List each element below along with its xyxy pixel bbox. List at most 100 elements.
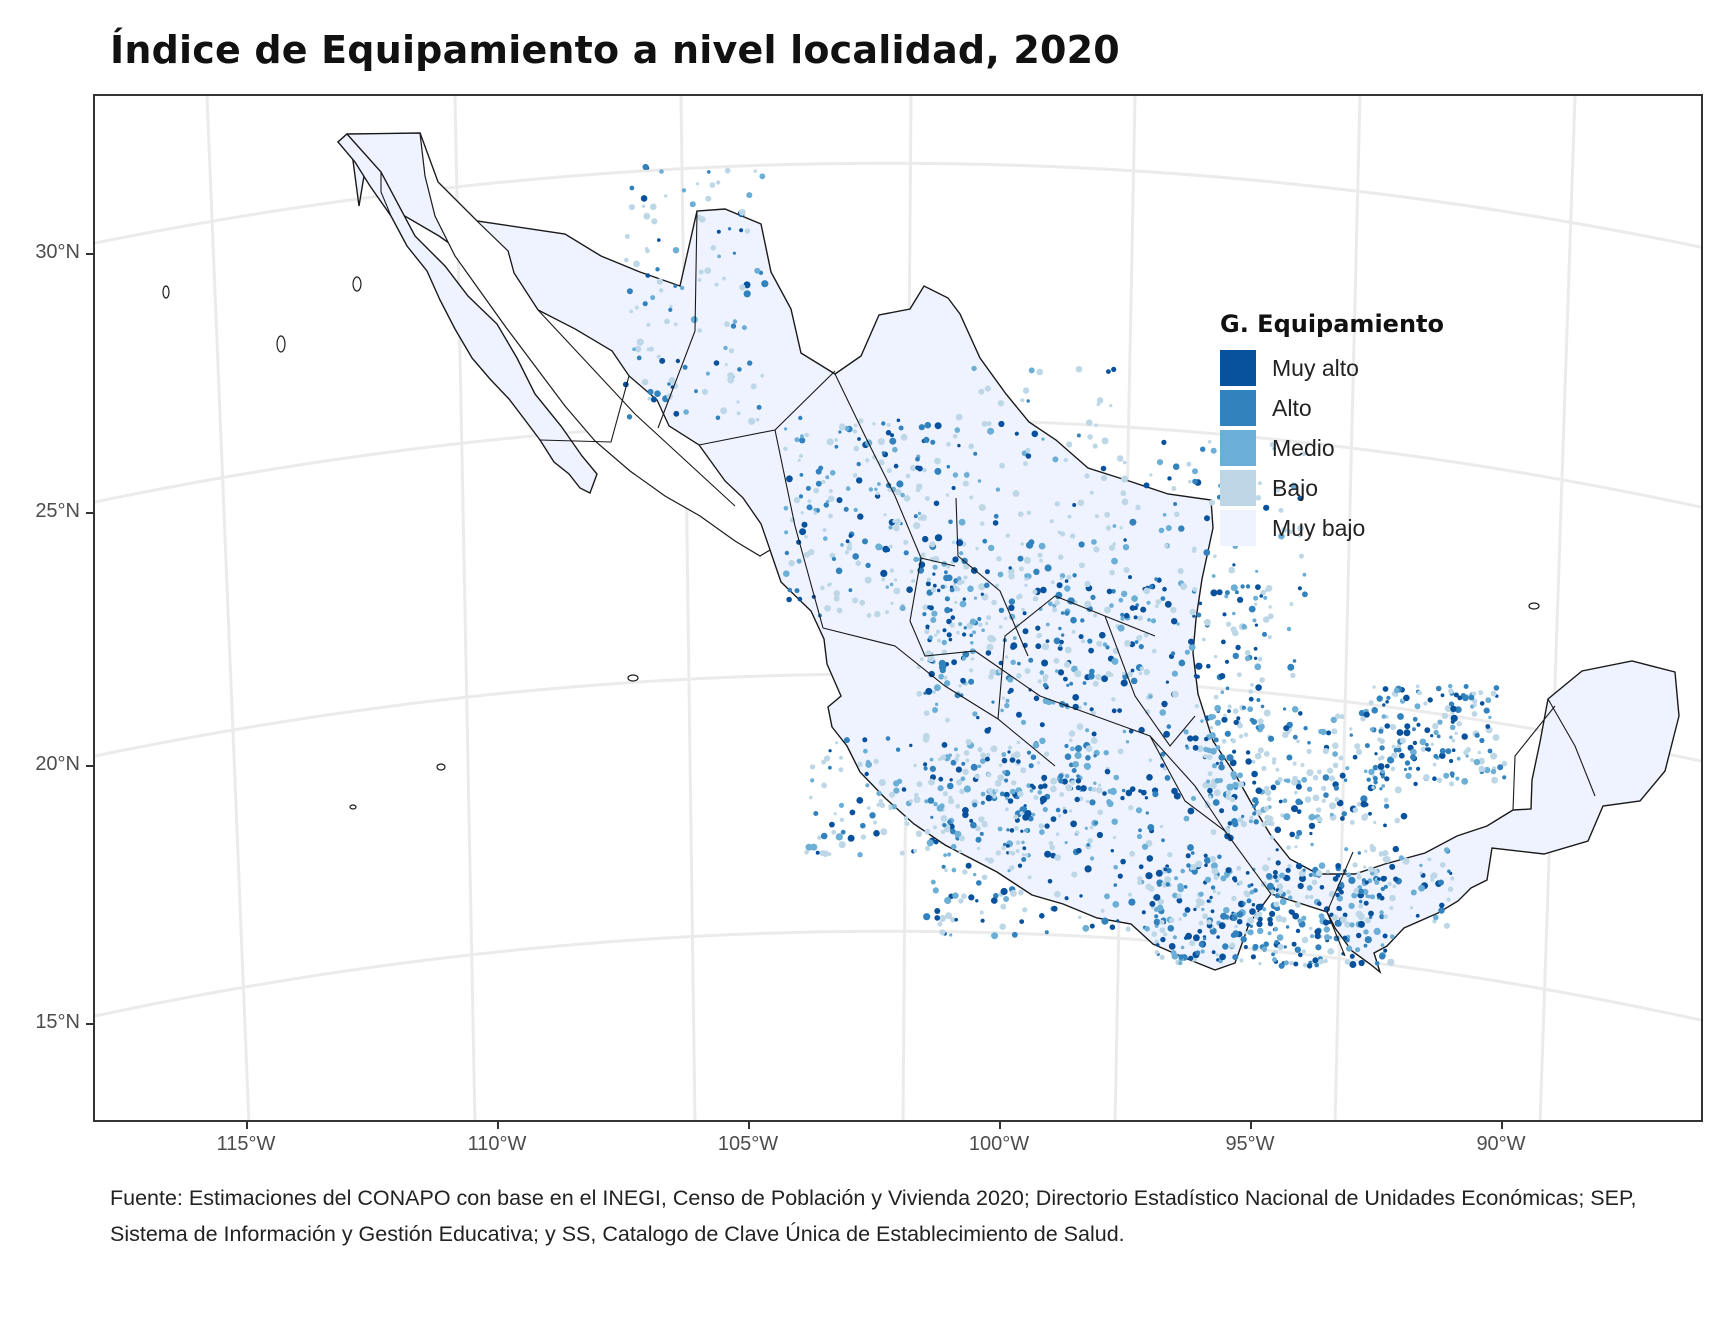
locality-point	[727, 372, 735, 380]
locality-point	[904, 821, 910, 827]
locality-point	[804, 850, 809, 855]
locality-point	[920, 657, 924, 661]
locality-point	[934, 457, 941, 465]
locality-point	[993, 892, 999, 899]
locality-point	[697, 278, 702, 282]
locality-point	[1059, 792, 1065, 797]
locality-point	[1461, 778, 1469, 785]
locality-point	[786, 475, 793, 483]
locality-point	[1105, 645, 1110, 650]
locality-point	[972, 802, 978, 808]
locality-point	[1460, 693, 1467, 699]
locality-point	[1140, 789, 1147, 796]
locality-point	[1267, 857, 1271, 861]
locality-point	[1295, 834, 1300, 840]
locality-point	[1180, 583, 1188, 590]
locality-point	[1273, 901, 1280, 908]
locality-point	[1110, 849, 1114, 853]
locality-point	[865, 759, 871, 765]
locality-point	[1290, 672, 1296, 679]
locality-point	[934, 684, 941, 692]
locality-point	[913, 763, 917, 768]
locality-point	[1296, 809, 1302, 814]
locality-point	[924, 628, 930, 635]
locality-point	[977, 747, 983, 753]
longitude-line	[1538, 96, 1577, 1120]
locality-point	[913, 522, 921, 530]
locality-point	[839, 817, 845, 822]
locality-point	[980, 758, 986, 764]
locality-point	[864, 576, 872, 584]
locality-point	[1227, 709, 1231, 713]
locality-point	[1092, 443, 1098, 449]
locality-point	[1003, 896, 1010, 902]
locality-point	[1052, 456, 1059, 463]
locality-point	[1209, 725, 1214, 730]
locality-point	[1197, 928, 1203, 934]
locality-point	[824, 605, 831, 612]
locality-point	[916, 781, 923, 788]
locality-point	[1091, 539, 1097, 545]
locality-point	[1289, 831, 1295, 838]
map-panel[interactable]	[93, 94, 1703, 1122]
locality-point	[1295, 928, 1301, 934]
locality-point	[947, 782, 954, 790]
locality-point	[1247, 706, 1254, 713]
map-canvas[interactable]	[95, 96, 1703, 1122]
locality-point	[1492, 734, 1500, 741]
locality-point	[950, 828, 956, 835]
x-tick	[999, 1122, 1001, 1129]
locality-point	[1017, 863, 1023, 868]
locality-point	[1256, 698, 1261, 702]
locality-point	[1204, 515, 1210, 522]
locality-point	[1285, 889, 1291, 895]
locality-point	[944, 570, 948, 575]
locality-point	[1248, 689, 1253, 694]
locality-point	[1147, 824, 1155, 831]
locality-point	[1094, 821, 1098, 825]
locality-point	[1449, 771, 1455, 777]
locality-point	[1113, 774, 1120, 781]
locality-point	[1242, 901, 1246, 906]
locality-point	[1026, 783, 1032, 789]
locality-point	[1212, 799, 1220, 806]
locality-point	[975, 546, 979, 551]
locality-point	[1349, 961, 1357, 968]
locality-point	[1047, 878, 1053, 884]
locality-point	[965, 738, 972, 746]
locality-point	[1345, 766, 1350, 771]
locality-point	[840, 829, 846, 835]
locality-point	[1309, 894, 1314, 900]
locality-point	[644, 247, 649, 251]
locality-point	[1360, 795, 1368, 803]
locality-point	[681, 188, 687, 193]
locality-point	[852, 597, 859, 604]
locality-point	[833, 812, 837, 816]
locality-point	[1384, 803, 1390, 809]
locality-point	[926, 839, 934, 847]
locality-point	[1272, 957, 1277, 963]
locality-point	[1106, 799, 1112, 805]
locality-point	[1120, 795, 1125, 801]
locality-point	[948, 519, 953, 525]
locality-point	[1220, 912, 1228, 920]
locality-point	[1298, 711, 1303, 716]
locality-point	[1336, 905, 1342, 911]
locality-point	[807, 499, 812, 504]
locality-point	[1455, 776, 1460, 781]
locality-point	[724, 363, 728, 367]
locality-point	[898, 425, 904, 431]
locality-point	[1363, 813, 1369, 818]
locality-point	[828, 488, 833, 494]
locality-point	[925, 624, 930, 629]
legend-item-medio: Medio	[1220, 428, 1444, 468]
locality-point	[988, 635, 996, 643]
locality-point	[1178, 659, 1186, 667]
locality-point	[857, 761, 863, 767]
locality-point	[1039, 722, 1045, 728]
locality-point	[984, 756, 990, 762]
locality-point	[885, 585, 889, 589]
locality-point	[923, 436, 930, 443]
locality-point	[1210, 447, 1217, 454]
locality-point	[879, 802, 886, 808]
